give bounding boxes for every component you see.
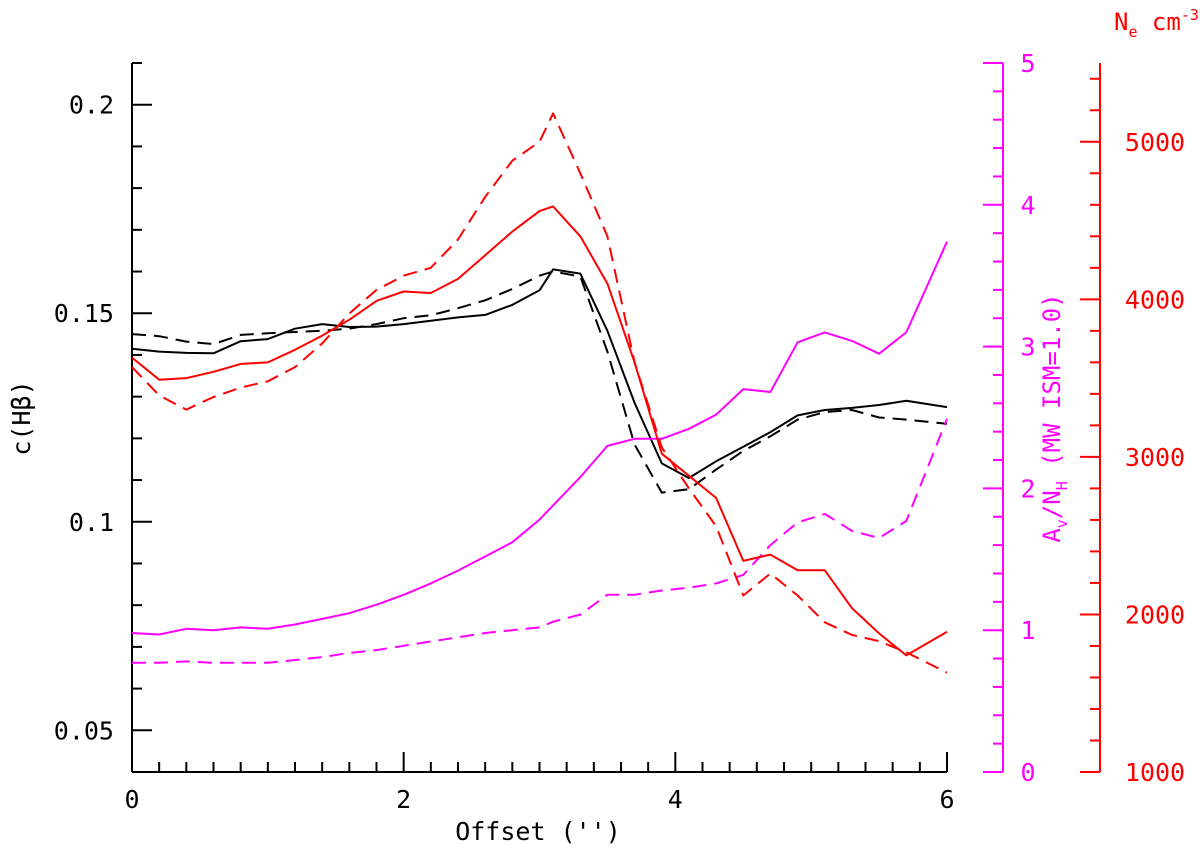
- left-tick-label: 0.15: [54, 299, 114, 328]
- far-right-axis-title-main: N: [1114, 8, 1128, 36]
- mid-right-axis-title-sub1: v: [1053, 519, 1071, 528]
- series-line-av-nh-solid: [131, 241, 948, 636]
- x-tick-label: 0: [124, 785, 139, 814]
- far-right-axis-title-sub: e: [1128, 23, 1137, 41]
- mid-right-axis-title-sub2: H: [1053, 481, 1071, 490]
- axes-layer: 0 2 4 6 0.05 0.1 0.15 0.2 0 1 2 3 4 5 1000 2000 3000 4000…: [54, 49, 1185, 814]
- left-tick-label: 0.2: [69, 91, 114, 120]
- mid-right-tick-label: 1: [1020, 616, 1035, 645]
- x-tick-label: 2: [396, 785, 411, 814]
- mid-right-tick-label: 0: [1020, 758, 1035, 787]
- series-line-ne-dashed: [131, 112, 948, 674]
- far-right-axis-title-sup: -3: [1181, 6, 1199, 24]
- far-right-tick-label: 3000: [1125, 443, 1185, 472]
- mid-right-axis-title-slash: /N: [1038, 490, 1066, 519]
- series-layer: [131, 112, 948, 674]
- series-line-c-hbeta-solid: [131, 268, 948, 479]
- mid-right-tick-label: 2: [1020, 474, 1035, 503]
- far-right-axis-title: Ne cm-3: [1114, 6, 1199, 41]
- x-tick-label: 6: [939, 785, 954, 814]
- far-right-tick-label: 1000: [1125, 758, 1185, 787]
- far-right-tick-label: 5000: [1125, 128, 1185, 157]
- far-right-axis-title-unit: cm: [1137, 8, 1180, 36]
- far-right-tick-label: 4000: [1125, 285, 1185, 314]
- left-tick-label: 0.1: [69, 508, 114, 537]
- mid-right-tick-label: 3: [1020, 333, 1035, 362]
- mid-right-tick-label: 4: [1020, 191, 1035, 220]
- left-axis-title: c(Hβ): [7, 380, 36, 455]
- mid-right-axis-title-tail: (MW ISM=1.0): [1038, 293, 1066, 481]
- series-line-ne-solid: [131, 205, 948, 657]
- x-axis-title: Offset (''): [455, 817, 621, 846]
- x-tick-label: 4: [668, 785, 683, 814]
- far-right-tick-label: 2000: [1125, 600, 1185, 629]
- series-line-c-hbeta-dashed: [131, 270, 948, 494]
- mid-right-axis-title-main: A: [1038, 528, 1066, 543]
- mid-right-tick-label: 5: [1020, 49, 1035, 78]
- series-line-av-nh-dashed: [132, 418, 948, 664]
- mid-right-axis-title: Av/NH (MW ISM=1.0): [1038, 293, 1071, 542]
- left-tick-label: 0.05: [54, 716, 114, 745]
